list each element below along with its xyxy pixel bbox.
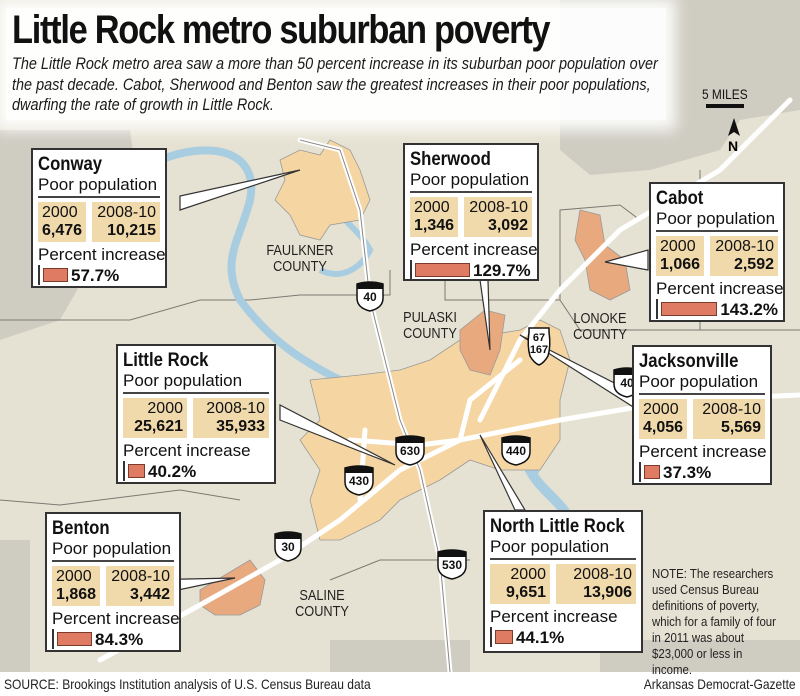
pop-2008-10: 5,569 xyxy=(720,419,761,436)
header-panel xyxy=(6,8,666,120)
city-name: Little Rock xyxy=(123,350,209,371)
pop-2008-10: 13,906 xyxy=(583,584,632,601)
pop-2000: 1,066 xyxy=(660,256,701,273)
city-name: Conway xyxy=(38,154,103,175)
interstate-430-shield-icon: 430 xyxy=(343,464,375,496)
interstate-630-shield-icon: 630 xyxy=(394,434,426,466)
county-label-saline: SALINE COUNTY xyxy=(295,587,349,620)
callout-cabot: Cabot Poor population 2000 1,066 2008-10 2… xyxy=(649,182,785,322)
callout-jacksonville: Jacksonville Poor population 2000 4,056 2… xyxy=(632,345,772,485)
scale-bar xyxy=(706,104,744,108)
percent-increase-value: 57.7% xyxy=(71,265,120,285)
scale-label: 5 MILES xyxy=(702,86,748,102)
callout-sherwood: Sherwood Poor population 2000 1,346 2008-… xyxy=(403,143,539,281)
conway-pointer xyxy=(179,169,301,211)
callout-conway: Conway Poor population 2000 6,476 2008-10… xyxy=(31,148,167,288)
interstate-30-shield-icon: 30 xyxy=(273,530,303,562)
percent-bar: 84.3% xyxy=(52,629,174,649)
percent-increase-value: 37.3% xyxy=(663,462,712,482)
percent-bar: 129.7% xyxy=(410,260,532,280)
percent-bar: 37.3% xyxy=(639,462,765,482)
pop-2008-10: 3,442 xyxy=(129,586,170,603)
county-label-lonoke: LONOKE COUNTY xyxy=(573,310,627,343)
pop-2000: 4,056 xyxy=(643,419,684,436)
percent-increase-value: 84.3% xyxy=(95,629,144,649)
callout-benton: Benton Poor population 2000 1,868 2008-10… xyxy=(45,512,181,652)
north-arrow-icon: N xyxy=(726,118,742,160)
pop-2000: 1,868 xyxy=(56,586,97,603)
pop-2000: 9,651 xyxy=(505,584,546,601)
callout-north-little-rock: North Little Rock Poor population 2000 9,… xyxy=(483,510,643,653)
percent-bar: 57.7% xyxy=(38,265,160,285)
page-title: Little Rock metro suburban poverty xyxy=(12,8,551,52)
interstate-40-shield-icon: 40 xyxy=(355,280,385,312)
city-name: Sherwood xyxy=(410,149,491,170)
us-67-167-shield-icon: 67 167 xyxy=(526,326,552,366)
percent-bar: 40.2% xyxy=(123,461,269,481)
percent-increase-value: 143.2% xyxy=(720,299,778,319)
city-name: Cabot xyxy=(656,188,704,209)
cabot-pointer xyxy=(604,249,649,271)
credit-text: Arkansas Democrat-Gazette xyxy=(644,676,796,692)
percent-increase-value: 44.1% xyxy=(516,627,565,647)
percent-increase-value: 129.7% xyxy=(473,260,531,280)
city-name: North Little Rock xyxy=(490,516,625,537)
pop-2008-10: 35,933 xyxy=(216,418,265,435)
callout-little-rock: Little Rock Poor population 2000 25,621 2… xyxy=(116,344,276,484)
interstate-440-shield-icon: 440 xyxy=(500,434,532,466)
city-name: Benton xyxy=(52,518,110,539)
pop-2008-10: 3,092 xyxy=(487,217,528,234)
pop-2008-10: 2,592 xyxy=(733,256,774,273)
little-rock-pointer xyxy=(279,404,396,466)
pop-2000: 1,346 xyxy=(414,217,455,234)
pop-2000: 6,476 xyxy=(42,222,83,239)
source-text: SOURCE: Brookings Institution analysis o… xyxy=(4,676,371,692)
county-label-faulkner: FAULKNER COUNTY xyxy=(266,242,334,275)
pop-2008-10: 10,215 xyxy=(107,222,156,239)
percent-bar: 143.2% xyxy=(656,299,778,319)
note-text: NOTE: The researchers used Census Bureau… xyxy=(652,566,776,677)
subtitle: The Little Rock metro area saw a more th… xyxy=(12,54,658,114)
cabot-area xyxy=(574,209,631,301)
pop-2000: 25,621 xyxy=(134,418,183,435)
percent-increase-value: 40.2% xyxy=(148,461,197,481)
county-label-pulaski: PULASKI COUNTY xyxy=(403,309,457,342)
interstate-530-shield-icon: 530 xyxy=(436,548,468,580)
percent-bar: 44.1% xyxy=(490,627,636,647)
city-name: Jacksonville xyxy=(639,351,739,372)
